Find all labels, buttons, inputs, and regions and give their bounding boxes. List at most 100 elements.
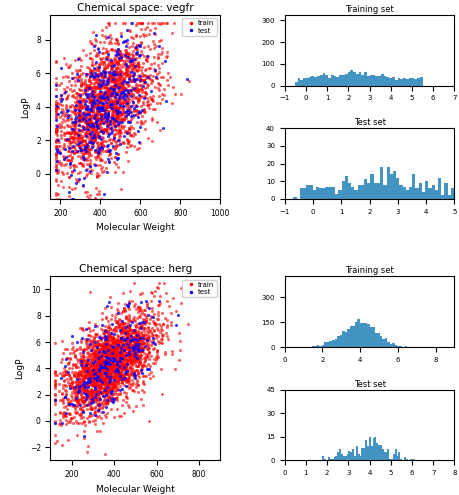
Point — [74, 381, 81, 389]
Point — [77, 390, 84, 397]
Point — [84, 331, 92, 339]
Point — [75, 159, 83, 167]
Point — [89, 125, 96, 133]
Point — [72, 109, 79, 117]
Point — [129, 57, 136, 65]
Point — [93, 368, 101, 376]
Point — [121, 329, 129, 337]
Bar — [338, 190, 341, 199]
Point — [129, 328, 137, 336]
Point — [103, 368, 110, 376]
Point — [68, 134, 76, 142]
Point — [70, 413, 78, 421]
Point — [95, 387, 102, 395]
Point — [132, 344, 139, 352]
Point — [117, 120, 124, 128]
Bar — [381, 74, 384, 86]
Point — [74, 130, 81, 138]
Point — [112, 77, 119, 85]
Point — [101, 363, 108, 371]
Point — [79, 380, 87, 388]
Point — [118, 370, 125, 378]
Point — [145, 73, 152, 81]
Point — [87, 399, 95, 407]
Point — [79, 115, 87, 123]
Point — [62, 145, 69, 153]
Point — [147, 297, 155, 305]
Point — [106, 352, 113, 360]
Point — [105, 74, 112, 82]
Point — [125, 62, 133, 70]
Point — [112, 76, 119, 84]
Point — [139, 318, 146, 326]
Point — [85, 115, 93, 123]
Point — [82, 360, 90, 368]
Point — [112, 70, 120, 78]
Point — [138, 76, 145, 84]
Point — [112, 102, 120, 110]
Point — [95, 375, 103, 383]
Point — [66, 144, 73, 152]
Point — [75, 97, 83, 104]
Point — [117, 373, 124, 381]
Point — [128, 376, 135, 384]
Point — [113, 75, 120, 83]
Point — [135, 360, 142, 368]
Point — [98, 358, 105, 366]
Point — [84, 92, 92, 100]
Point — [80, 326, 87, 334]
Point — [149, 37, 156, 45]
Point — [106, 147, 113, 154]
Point — [113, 360, 121, 368]
Point — [90, 398, 97, 406]
Point — [53, 371, 61, 379]
Point — [107, 78, 114, 86]
Bar — [312, 76, 314, 86]
Point — [86, 135, 93, 143]
Point — [128, 317, 135, 325]
Point — [153, 99, 160, 107]
Point — [99, 94, 106, 102]
Point — [119, 344, 126, 352]
Point — [149, 332, 157, 340]
Point — [136, 76, 144, 84]
Point — [135, 347, 142, 355]
Point — [83, 70, 90, 78]
Point — [113, 107, 121, 115]
Point — [115, 104, 122, 112]
Point — [154, 351, 161, 359]
Point — [102, 55, 109, 63]
Point — [106, 147, 114, 154]
Point — [185, 19, 193, 27]
Point — [86, 341, 94, 348]
Point — [97, 106, 105, 114]
Point — [73, 393, 80, 401]
Point — [66, 349, 73, 357]
Point — [101, 32, 109, 40]
Bar — [342, 75, 345, 86]
Point — [75, 100, 83, 108]
Point — [132, 54, 140, 62]
Point — [91, 333, 98, 341]
Point — [110, 78, 118, 86]
Point — [129, 61, 136, 69]
Point — [126, 27, 133, 35]
Point — [113, 117, 121, 125]
Point — [124, 376, 131, 384]
Point — [103, 378, 110, 386]
Point — [118, 53, 125, 61]
Point — [123, 378, 130, 386]
Point — [104, 84, 111, 92]
Point — [93, 352, 101, 360]
Point — [62, 136, 69, 144]
Point — [130, 326, 137, 334]
Point — [94, 173, 101, 181]
Point — [94, 352, 101, 360]
Point — [94, 360, 101, 368]
Point — [93, 113, 101, 121]
Point — [64, 156, 71, 164]
Point — [94, 374, 101, 382]
Point — [103, 353, 111, 361]
Point — [108, 89, 116, 97]
Point — [104, 123, 111, 131]
